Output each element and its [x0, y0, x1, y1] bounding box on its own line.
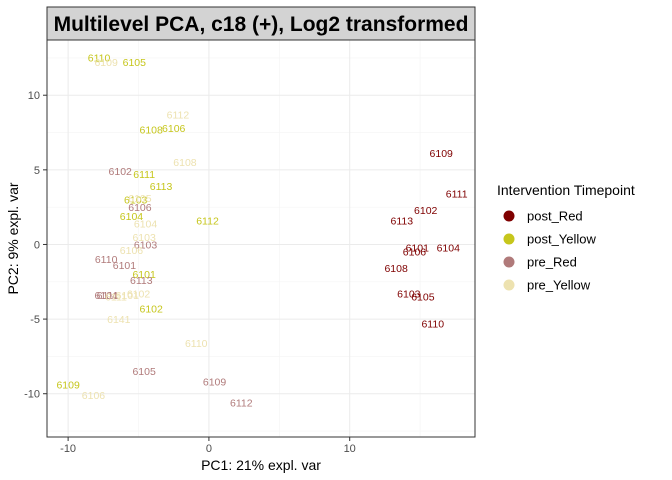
- point-label-pre-red: 6113: [130, 275, 153, 287]
- point-label-post-yellow: 6102: [140, 303, 164, 315]
- legend: Intervention Timepoint post_Red post_Yell…: [497, 182, 635, 293]
- legend-key-post-yellow: [503, 233, 515, 245]
- point-label-pre-yellow: 6104: [134, 218, 158, 230]
- point-label-post-red: 6104: [437, 242, 461, 254]
- chart-title: Multilevel PCA, c18 (+), Log2 transforme…: [54, 13, 469, 36]
- y-tick-label: 10: [28, 90, 40, 102]
- point-label-post-red: 6109: [430, 148, 454, 160]
- legend-label: pre_Yellow: [527, 278, 591, 293]
- title-strip: [46, 6, 476, 41]
- point-label-pre-yellow: 6141: [107, 314, 131, 326]
- point-label-pre-red: 6104: [94, 290, 118, 302]
- point-label-post-yellow: 6109: [56, 380, 80, 392]
- point-label-post-yellow: 6110: [88, 53, 111, 65]
- point-label-post-red: 6110: [421, 318, 444, 330]
- point-label-post-red: 6103: [397, 289, 421, 301]
- legend-key-pre-yellow: [503, 279, 515, 291]
- point-label-pre-yellow: 6103: [132, 232, 156, 244]
- axis-ticks: -10 0 10 -10 -5 0 5 10: [24, 90, 356, 455]
- point-label-post-yellow: 6104: [120, 211, 144, 223]
- point-label-post-red: 6105: [411, 292, 435, 304]
- point-label-post-red: 6113: [390, 215, 413, 227]
- legend-label: post_Yellow: [527, 232, 597, 247]
- point-label-post-yellow: 6108: [140, 124, 164, 136]
- legend-key-pre-red: [503, 256, 515, 268]
- x-tick-label: 10: [344, 443, 356, 455]
- plot-panel-background: [47, 40, 475, 437]
- point-label-pre-red: 6112: [230, 397, 253, 409]
- y-tick-label: -10: [24, 389, 40, 401]
- point-label-pre-yellow: 6108: [173, 157, 197, 169]
- point-label-pre-red: 6110: [95, 254, 118, 266]
- point-label-post-yellow: 6103: [124, 194, 148, 206]
- point-label-post-red: 6101: [406, 242, 430, 254]
- point-label-post-red: 6106: [403, 247, 427, 259]
- point-label-pre-red: 6105: [132, 366, 156, 378]
- point-label-pre-yellow: 6109: [94, 57, 118, 69]
- point-label-post-yellow: 6113: [150, 181, 173, 193]
- point-label-pre-red: 6111: [97, 290, 119, 302]
- x-axis-title: PC1: 21% expl. var: [201, 457, 321, 473]
- y-axis-title: PC2: 9% expl. var: [5, 182, 21, 294]
- y-tick-label: 0: [34, 239, 40, 251]
- point-label-post-red: 6102: [414, 205, 438, 217]
- legend-label: post_Red: [527, 209, 583, 224]
- point-label-pre-yellow: 6101: [116, 290, 140, 302]
- point-label-pre-yellow: 6105: [128, 193, 152, 205]
- legend-title: Intervention Timepoint: [497, 182, 635, 198]
- point-label-post-yellow: 6105: [123, 57, 147, 69]
- point-label-post-yellow: 6111: [133, 169, 155, 181]
- point-label-post-red: 6108: [384, 263, 408, 275]
- point-label-pre-red: 6109: [203, 377, 227, 389]
- point-label-post-yellow: 6101: [132, 269, 156, 281]
- point-label-pre-yellow: 6110: [185, 338, 208, 350]
- point-label-post-yellow: 6112: [196, 215, 219, 227]
- point-label-post-red: 6111: [446, 189, 468, 201]
- point-label-pre-yellow: 6111: [105, 292, 127, 304]
- point-label-post-yellow: 6106: [162, 123, 186, 135]
- point-label-pre-red: 6101: [113, 260, 137, 272]
- legend-key-post-red: [503, 210, 515, 222]
- point-label-pre-yellow: 6102: [127, 289, 151, 301]
- point-label-pre-red: 6103: [134, 239, 158, 251]
- y-tick-label: 5: [34, 165, 40, 177]
- point-label-pre-red: 6102: [109, 166, 133, 178]
- point-label-pre-yellow: 6112: [167, 109, 190, 121]
- point-label-pre-red: 6106: [128, 202, 152, 214]
- grid: [47, 40, 475, 437]
- point-label-pre-yellow: 6106: [120, 245, 144, 257]
- x-tick-label: -10: [60, 443, 76, 455]
- legend-label: pre_Red: [527, 255, 577, 270]
- y-tick-label: -5: [30, 314, 40, 326]
- point-label-pre-yellow: 6106: [82, 390, 106, 402]
- x-tick-label: 0: [206, 443, 212, 455]
